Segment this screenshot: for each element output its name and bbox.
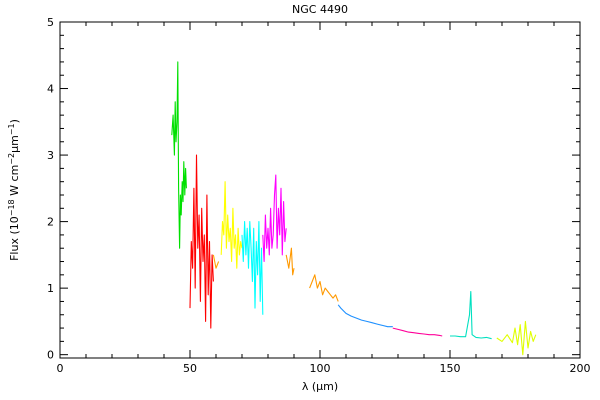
y-tick-label: 4 (47, 83, 54, 96)
series-line-9 (337, 304, 393, 328)
y-axis-label-mid2: μm (8, 135, 21, 153)
x-tick-label: 150 (440, 362, 461, 375)
y-tick-label: 2 (47, 216, 54, 229)
spectrum-series (171, 61, 537, 356)
y-axis-label-mid1: W cm (8, 165, 21, 200)
y-tick-label: 1 (47, 282, 54, 295)
series-line-11 (450, 290, 492, 340)
y-axis-label-prefix: Flux (10 (8, 216, 21, 261)
y-axis-label-exp3: −1 (7, 123, 16, 135)
series-line-12 (496, 320, 537, 356)
y-axis-label: Flux (10−18 W cm−2μm−1) (7, 119, 21, 261)
series-line-7 (285, 247, 295, 276)
chart-title: NGC 4490 (292, 3, 348, 16)
y-axis-label-exp1: −18 (7, 199, 16, 216)
x-axis-label: λ (μm) (302, 380, 338, 393)
series-line-2 (189, 154, 214, 329)
axis-tick-labels: 0 50 100 150 200 0 1 2 3 4 5 (47, 16, 591, 375)
x-tick-label: 100 (310, 362, 331, 375)
axis-ticks (59, 21, 581, 358)
plot-frame (59, 21, 581, 359)
y-tick-label: 3 (47, 149, 54, 162)
series-line-8 (309, 274, 339, 302)
x-tick-label: 0 (57, 362, 64, 375)
y-axis-label-exp2: −2 (7, 153, 16, 165)
series-line-3 (212, 254, 220, 269)
x-tick-label: 200 (570, 362, 591, 375)
x-tick-label: 50 (183, 362, 197, 375)
series-line-5 (241, 221, 264, 315)
y-tick-label: 5 (47, 16, 54, 29)
y-axis-label-suffix: ) (8, 119, 21, 123)
series-line-6 (262, 174, 287, 263)
series-line-4 (220, 181, 243, 269)
series-line-10 (392, 327, 443, 337)
series-line-1 (171, 61, 187, 249)
y-tick-label: 0 (47, 349, 54, 362)
